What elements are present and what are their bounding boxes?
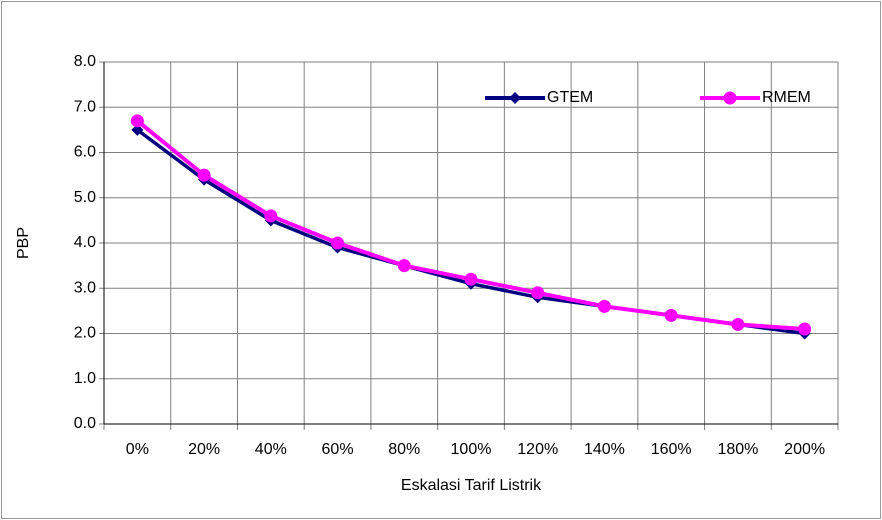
x-tick-label: 180% [717,441,758,458]
legend-label: RMEM [762,89,811,106]
point-marker [798,322,811,335]
x-tick-label: 80% [388,441,420,458]
y-tick-label: 5.0 [74,189,96,206]
y-tick-label: 4.0 [74,234,96,251]
x-axis-title: Eskalasi Tarif Listrik [401,477,542,494]
x-tick-label: 40% [255,441,287,458]
point-marker [598,300,611,313]
y-tick-label: 7.0 [74,98,96,115]
point-marker [331,237,344,250]
point-marker [198,169,211,182]
y-axis-title: PBP [15,227,32,259]
y-tick-label: 8.0 [74,53,96,70]
x-tick-label: 160% [651,441,692,458]
point-marker [131,114,144,127]
x-tick-label: 60% [322,441,354,458]
x-tick-label: 200% [784,441,825,458]
x-tick-label: 120% [517,441,558,458]
y-tick-label: 3.0 [74,279,96,296]
y-tick-label: 6.0 [74,144,96,161]
point-marker [665,309,678,322]
point-marker [398,259,411,272]
y-tick-label: 2.0 [74,325,96,342]
x-tick-label: 20% [188,441,220,458]
y-tick-label: 0.0 [74,415,96,432]
chart: Eskalasi Tarif Listrik PBP 0.0 1.0 2.0 3.0 4… [0,0,882,520]
x-tick-label: 140% [584,441,625,458]
y-tick-label: 1.0 [74,370,96,387]
point-marker [731,318,744,331]
point-marker [465,273,478,286]
legend-marker [724,92,737,105]
legend-label: GTEM [547,89,593,106]
x-tick-label: 0% [126,441,149,458]
point-marker [531,286,544,299]
point-marker [264,209,277,222]
x-tick-label: 100% [451,441,492,458]
